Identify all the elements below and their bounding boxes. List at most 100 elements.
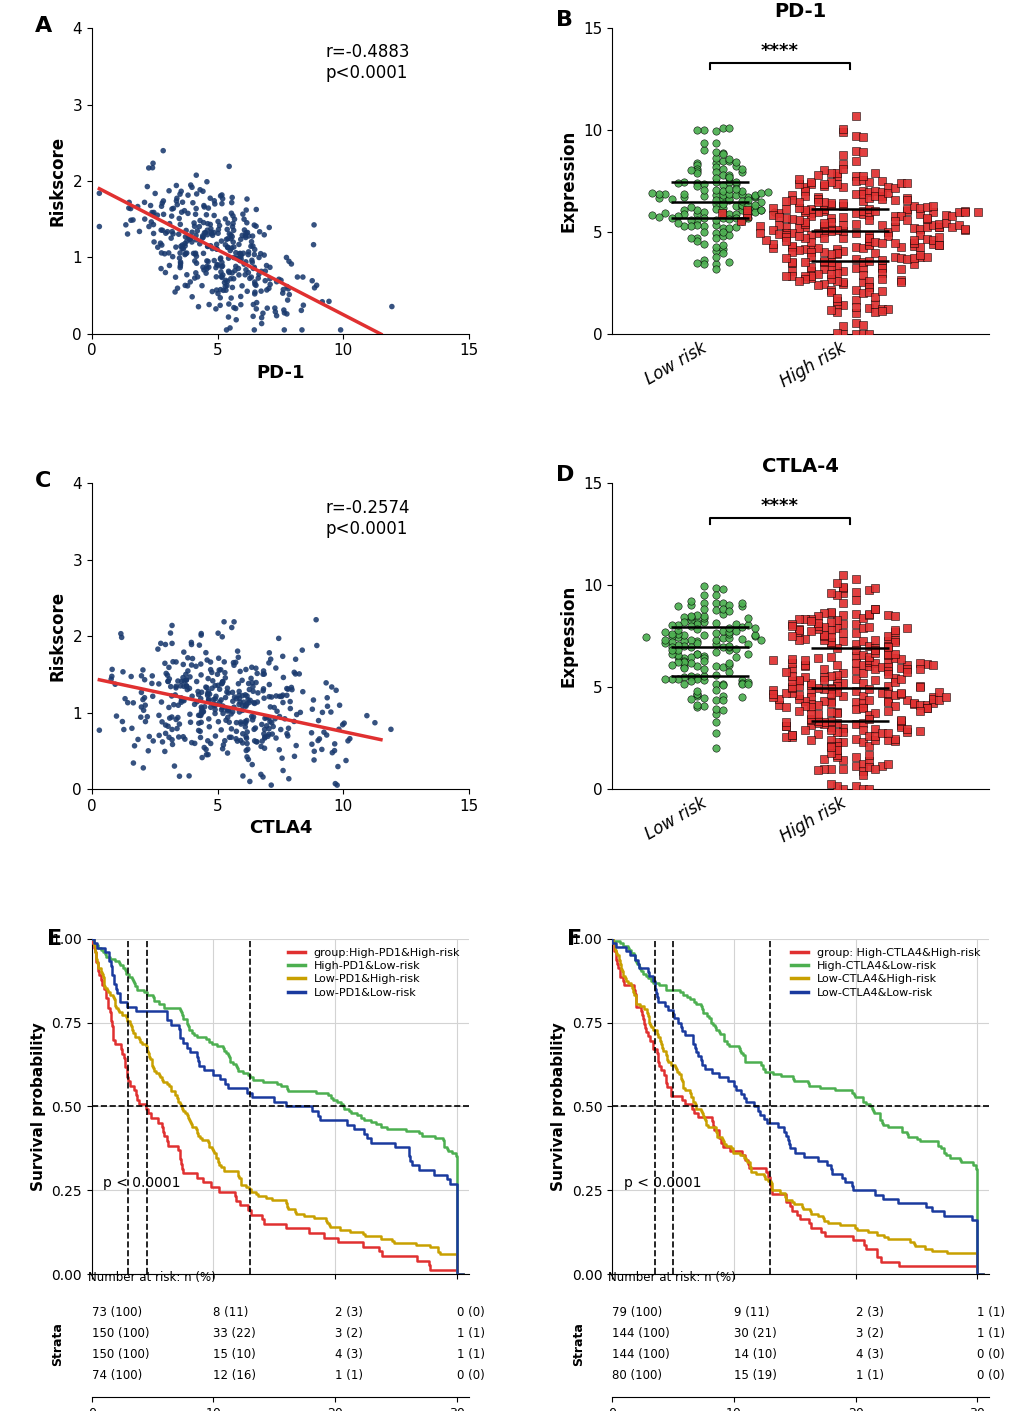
Point <box>854 168 870 190</box>
Point <box>828 670 845 693</box>
Point <box>184 648 201 670</box>
Point <box>835 260 851 282</box>
Point <box>847 691 863 714</box>
Point <box>261 673 277 696</box>
Point <box>232 713 249 735</box>
Point <box>746 185 762 207</box>
Point <box>802 172 818 195</box>
Point <box>243 667 259 690</box>
Point <box>821 631 838 653</box>
Point <box>145 157 161 179</box>
Point <box>727 612 743 635</box>
Point <box>159 220 175 243</box>
Point <box>866 241 882 264</box>
Point <box>227 298 244 320</box>
Point <box>695 694 711 717</box>
Point <box>815 258 832 281</box>
Point <box>809 722 825 745</box>
Point <box>168 188 184 210</box>
Text: A: A <box>36 16 52 37</box>
Point <box>281 284 298 306</box>
Point <box>815 214 832 237</box>
Point <box>246 691 262 714</box>
Point <box>821 758 838 780</box>
Point <box>248 658 264 680</box>
Point <box>256 223 272 246</box>
Point <box>261 277 277 299</box>
Point <box>886 233 902 255</box>
Point <box>714 673 731 696</box>
Point <box>254 306 270 329</box>
Point <box>662 625 679 648</box>
Point <box>164 728 180 751</box>
Point <box>150 236 166 258</box>
Point <box>669 172 686 195</box>
Point <box>247 238 263 261</box>
Point <box>707 131 723 154</box>
Point <box>815 175 832 198</box>
Point <box>179 275 196 298</box>
Point <box>248 672 264 694</box>
Point <box>879 298 896 320</box>
Point <box>283 253 300 275</box>
Point <box>847 634 863 656</box>
Point <box>847 236 863 258</box>
Point <box>776 230 793 253</box>
Point <box>956 219 972 241</box>
Text: ****: **** <box>760 42 798 59</box>
Point <box>656 632 673 655</box>
Point <box>746 185 762 207</box>
Point <box>828 289 845 312</box>
Point <box>238 721 255 744</box>
Point <box>246 718 262 741</box>
Point <box>124 209 141 231</box>
Point <box>274 645 290 667</box>
Point <box>828 713 845 735</box>
Point <box>224 690 240 713</box>
Point <box>244 656 260 679</box>
Point <box>293 639 310 662</box>
Point <box>809 604 825 626</box>
Point <box>274 691 290 714</box>
Point <box>815 159 832 182</box>
Point <box>911 693 927 715</box>
Point <box>248 274 264 296</box>
Point <box>198 203 214 226</box>
Point <box>835 662 851 684</box>
Point <box>187 241 204 264</box>
Point <box>689 172 705 195</box>
Point <box>854 662 870 684</box>
Point <box>189 182 205 205</box>
Point <box>225 268 242 291</box>
Point <box>733 161 749 183</box>
Point <box>854 643 870 666</box>
Point <box>273 686 289 708</box>
Point <box>199 171 215 193</box>
Point <box>245 257 261 279</box>
Point <box>139 706 155 728</box>
Point <box>866 725 882 748</box>
Point <box>196 195 212 217</box>
Point <box>213 689 229 711</box>
Point <box>707 209 723 231</box>
Point <box>114 710 130 732</box>
Point <box>860 181 876 203</box>
Point <box>246 255 262 278</box>
Point <box>237 739 254 762</box>
Point <box>860 650 876 673</box>
Point <box>930 682 947 704</box>
Point <box>689 119 705 141</box>
Point <box>872 181 889 203</box>
Point <box>936 212 953 234</box>
Text: 14 (10): 14 (10) <box>734 1349 776 1362</box>
Point <box>682 615 698 638</box>
Point <box>244 230 260 253</box>
Point <box>179 660 196 683</box>
Point <box>879 604 896 626</box>
Point <box>815 272 832 295</box>
Point <box>682 646 698 669</box>
Point <box>232 285 249 308</box>
Point <box>854 323 870 346</box>
Text: D: D <box>555 466 574 485</box>
Point <box>886 189 902 212</box>
